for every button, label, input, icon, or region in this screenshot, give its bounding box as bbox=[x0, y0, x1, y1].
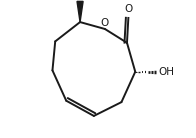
Polygon shape bbox=[77, 1, 83, 22]
Text: O: O bbox=[124, 5, 132, 14]
Text: OH: OH bbox=[159, 67, 175, 77]
Text: O: O bbox=[101, 18, 109, 28]
